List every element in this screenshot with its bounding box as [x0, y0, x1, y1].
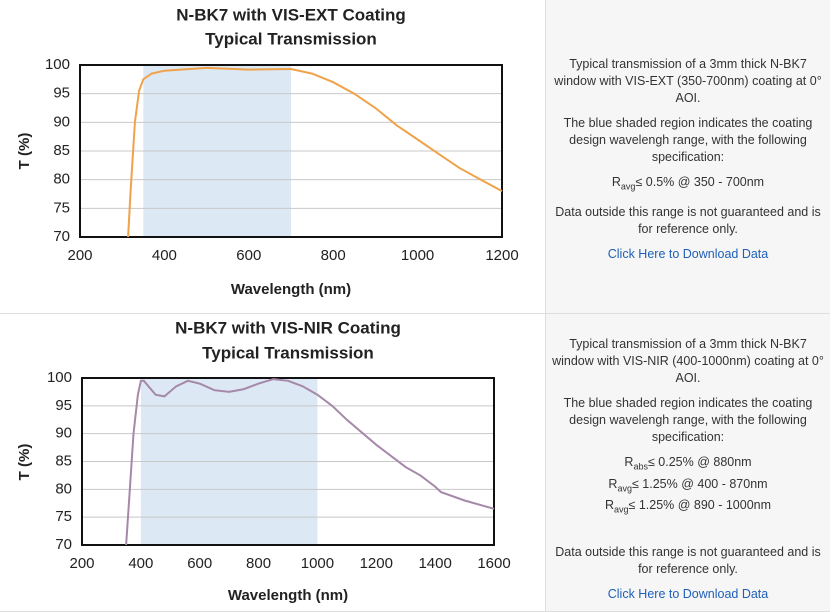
chart-subtitle: Typical Transmission — [202, 343, 374, 362]
y-tick-label: 75 — [53, 199, 70, 216]
y-tick-label: 85 — [53, 142, 70, 159]
info-panel: Typical transmission of a 3mm thick N-BK… — [545, 314, 830, 611]
x-tick-label: 1400 — [418, 555, 451, 572]
y-tick-label: 95 — [55, 397, 72, 414]
info-panel: Typical transmission of a 3mm thick N-BK… — [545, 0, 830, 313]
plot-frame — [79, 64, 503, 238]
description: Typical transmission of a 3mm thick N-BK… — [552, 337, 824, 385]
spec-list: Ravg≤ 0.5% @ 350 - 700nm — [550, 174, 826, 196]
download-link[interactable]: Click Here to Download Data — [607, 586, 769, 601]
spec-text: ≤ 0.25% @ 880nm — [647, 455, 752, 469]
x-tick-label: 1000 — [401, 247, 434, 264]
row-divider — [0, 313, 830, 314]
spec-subscript: avg — [617, 483, 632, 493]
spec: Ravg≤ 1.25% @ 400 - 870nm — [550, 476, 826, 498]
x-tick-label: 200 — [67, 247, 92, 264]
x-tick-label: 400 — [128, 555, 153, 572]
spec-symbol: R — [604, 498, 614, 512]
y-tick-label: 90 — [53, 113, 70, 130]
spec-subscript: abs — [633, 461, 648, 472]
chart-title: N-BK7 with VIS-NIR Coating — [175, 318, 401, 337]
x-tick-label: 600 — [187, 555, 212, 572]
x-tick-label: 1200 — [485, 247, 518, 264]
x-axis-label: Wavelength (nm) — [231, 281, 351, 298]
transmission-line — [125, 378, 495, 546]
transmission-line — [127, 66, 503, 238]
y-tick-label: 70 — [55, 536, 72, 553]
spec-subscript: avg — [613, 504, 629, 515]
shading-note: The blue shaded region indicates the coa… — [563, 116, 813, 164]
x-tick-label: 1200 — [360, 555, 393, 572]
y-tick-label: 80 — [55, 480, 72, 497]
shading-note: The blue shaded region indicates the coa… — [563, 396, 813, 444]
disclaimer: Data outside this range is not guarantee… — [555, 204, 821, 236]
spec: Ravg≤ 1.25% @ 890 - 1000nm — [550, 497, 826, 519]
spec-symbol: R — [608, 476, 618, 491]
x-tick-label: 200 — [69, 555, 94, 572]
y-tick-label: 70 — [53, 228, 70, 245]
y-axis-label: T (%) — [16, 133, 33, 170]
spec-subscript: avg — [620, 181, 636, 192]
x-tick-label: 400 — [152, 247, 177, 264]
x-tick-label: 600 — [236, 247, 261, 264]
spec: Ravg≤ 0.5% @ 350 - 700nm — [550, 174, 826, 196]
spec-list: Rabs≤ 0.25% @ 880nm Ravg≤ 1.25% @ 400 - 8… — [550, 454, 826, 519]
x-tick-label: 800 — [246, 555, 271, 572]
spec-text: ≤ 1.25% @ 890 - 1000nm — [628, 498, 772, 512]
y-tick-label: 100 — [45, 56, 70, 73]
download-link[interactable]: Click Here to Download Data — [607, 246, 769, 261]
link-row: Click Here to Download Data — [550, 586, 826, 603]
chart-title: N-BK7 with VIS-EXT Coating — [176, 5, 406, 24]
spec-symbol: R — [611, 175, 621, 189]
spec: Rabs≤ 0.25% @ 880nm — [550, 454, 826, 476]
y-tick-label: 85 — [55, 452, 72, 469]
chart: N-BK7 with VIS-EXT Coating Typical Transm… — [16, 5, 519, 298]
x-tick-label: 800 — [321, 247, 346, 264]
x-tick-label: 1600 — [477, 555, 510, 572]
y-tick-label: 100 — [47, 369, 72, 386]
chart-subtitle: Typical Transmission — [205, 29, 377, 48]
y-tick-label: 75 — [55, 508, 72, 525]
y-tick-label: 80 — [53, 171, 70, 188]
spec-text: ≤ 1.25% @ 400 - 870nm — [631, 476, 768, 491]
plot-frame — [81, 377, 495, 546]
disclaimer: Data outside this range is not guarantee… — [555, 544, 821, 576]
x-tick-label: 1000 — [301, 555, 334, 572]
description: Typical transmission of a 3mm thick N-BK… — [554, 57, 822, 105]
spec-text: ≤ 0.5% @ 350 - 700nm — [635, 175, 765, 189]
chart: N-BK7 with VIS-NIR Coating Typical Transm… — [16, 318, 511, 604]
y-axis-label: T (%) — [16, 444, 33, 481]
y-tick-label: 90 — [55, 425, 72, 442]
y-tick-label: 95 — [53, 85, 70, 102]
spec-symbol: R — [624, 455, 634, 469]
x-axis-label: Wavelength (nm) — [228, 587, 348, 604]
link-row: Click Here to Download Data — [550, 246, 826, 263]
